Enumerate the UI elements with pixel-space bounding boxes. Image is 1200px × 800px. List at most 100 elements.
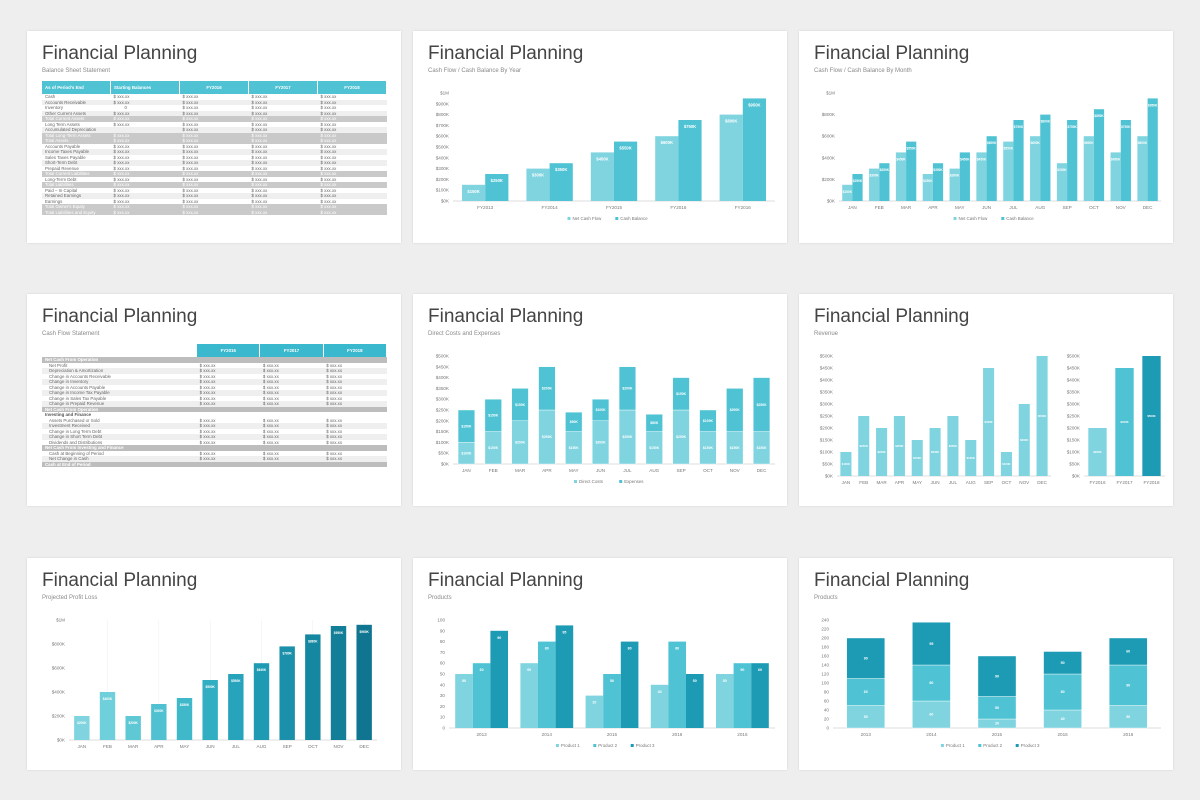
x-tick-label: MAY xyxy=(955,205,965,210)
slide-title: Financial Planning xyxy=(42,43,198,64)
bar-value-label: $100K xyxy=(596,408,607,412)
cell-value: $ xxx.xx xyxy=(196,456,260,462)
y-tick-label: $300K xyxy=(820,402,834,407)
cell-value: $ xxx.xx xyxy=(248,160,318,166)
y-tick-label: $300K xyxy=(436,166,450,171)
column-header: FY2018 xyxy=(323,344,388,357)
bar-value-label: $150K xyxy=(461,424,472,428)
x-tick-label: FEB xyxy=(875,205,884,210)
x-tick-label: DEC xyxy=(359,744,369,749)
bar-value-label: $400K xyxy=(103,697,113,701)
table-row: Long Term Assets $ xxx.xx $ xxx.xx $ xxx.xx… xyxy=(42,122,387,128)
slide-subtitle: Products xyxy=(814,595,838,601)
legend-swatch xyxy=(619,480,623,483)
x-tick-label: JUL xyxy=(1009,205,1018,210)
row-label: Total Current Liabilities xyxy=(42,171,111,177)
row-label: Total Liabilities and Equity xyxy=(42,209,111,215)
table-row: Total Owner's Equity $ xxx.xx $ xxx.xx $ xx… xyxy=(42,204,387,210)
y-tick-label: $500K xyxy=(1067,354,1081,359)
cell-value: $ xxx.xx xyxy=(323,390,387,396)
bar-value-label: 60 xyxy=(480,668,484,672)
cell-value: $ xxx.xx xyxy=(248,99,318,105)
row-label: Cash at Beginning of Period xyxy=(49,450,104,456)
y-tick-label: $200K xyxy=(820,426,834,431)
bar-segment xyxy=(511,388,529,422)
cell-value: $ xxx.xx xyxy=(323,379,387,385)
slide-subtitle: Revenue xyxy=(814,331,839,337)
cell-value: $ xxx.xx xyxy=(326,384,343,390)
bar-value-label: 60 xyxy=(929,713,933,717)
bar-value-label: 90 xyxy=(740,668,744,672)
slide-title: Financial Planning xyxy=(814,306,970,327)
bar xyxy=(279,646,295,740)
bar-value-label: 50 xyxy=(1061,661,1065,665)
table-row: Cash at Beginning of Period $ xxx.xx $ xxx… xyxy=(42,451,387,457)
row-label: Dividends and Distributions xyxy=(49,439,103,445)
y-tick-label: 10 xyxy=(440,715,446,720)
bar xyxy=(922,174,933,201)
x-tick-label: FY2014 xyxy=(542,205,559,210)
x-tick-label: SEP xyxy=(984,480,993,485)
cell-value: $ xxx.xx xyxy=(317,149,387,155)
x-tick-label: JUL xyxy=(623,468,632,473)
bar-segment xyxy=(1043,651,1082,675)
bar xyxy=(462,184,486,201)
bar-value-label: $150K xyxy=(676,392,687,396)
legend-label: Product 2 xyxy=(598,743,617,748)
row-label: Total Assets xyxy=(42,138,111,144)
row-label: Change in Prepaid Revenue xyxy=(42,401,197,407)
cell-value: $ xxx.xx xyxy=(199,395,216,401)
y-tick-label: $450K xyxy=(820,366,834,371)
x-tick-label: DEC xyxy=(1037,480,1047,485)
bar-segment xyxy=(753,377,771,432)
bar-value-label: $150K xyxy=(488,446,499,450)
y-tick-label: 30 xyxy=(440,693,446,698)
y-tick-label: $400K xyxy=(436,155,450,160)
column-header: FY2017 xyxy=(248,81,318,94)
bar-segment xyxy=(565,411,583,432)
cell-value: $ xxx.xx xyxy=(323,401,387,407)
bar-value-label: $600K xyxy=(661,140,673,145)
y-tick-label: $0K xyxy=(827,199,836,204)
cell-value: $ xxx.xx xyxy=(320,121,337,127)
cell-value: $ xxx.xx xyxy=(110,116,180,122)
table-row: Accumulated Depreciation $ xxx.xx $ xxx.xx… xyxy=(42,127,387,133)
bar-segment xyxy=(1108,637,1148,666)
bar-value-label: $800K xyxy=(1041,120,1051,124)
slide-subtitle: Cash Flow / Cash Balance By Year xyxy=(428,68,522,74)
legend-label: Direct Costs xyxy=(579,479,604,484)
bar-value-label: $850K xyxy=(1094,114,1104,118)
row-label: Inventory xyxy=(45,105,64,110)
cell-value: $ xxx.xx xyxy=(182,176,199,182)
bar-value-label: 50 xyxy=(723,679,727,683)
y-tick-label: $450K xyxy=(1067,366,1081,371)
y-tick-label: $800K xyxy=(822,112,836,117)
bar xyxy=(876,428,888,476)
legend-label: Product 3 xyxy=(1021,743,1040,748)
cell-value: $ xxx.xx xyxy=(199,450,216,456)
bar-value-label: $200K xyxy=(1093,450,1101,454)
y-tick-label: 0 xyxy=(826,726,829,731)
cell-value: $ xxx.xx xyxy=(179,209,249,215)
cell-value: $ xxx.xx xyxy=(262,362,279,368)
bar xyxy=(1003,141,1014,201)
y-tick-label: $200K xyxy=(436,177,450,182)
bar-value-label: $250K xyxy=(949,444,957,448)
bar-value-label: $350K xyxy=(555,167,567,172)
row-label: Change in Income Tax Payable xyxy=(42,390,197,396)
bar-value-label: $880K xyxy=(308,639,318,643)
y-tick-label: $0K xyxy=(825,474,834,479)
row-label: Total Liabilities xyxy=(42,182,111,188)
table-row: Change in Inventory $ xxx.xx $ xxx.xx $ xxx… xyxy=(42,379,387,385)
x-tick-label: 2014 xyxy=(926,732,937,737)
cell-value: $ xxx.xx xyxy=(262,428,279,434)
table-row: Net Cash From Investing and Finance xyxy=(42,445,387,451)
row-label: Net Profit xyxy=(49,362,68,368)
bar xyxy=(949,168,960,201)
cell-value: $ xxx.xx xyxy=(259,456,324,462)
cell-value: $ xxx.xx xyxy=(262,439,279,445)
row-label: Change in Sales Tax Payable xyxy=(49,395,107,401)
bar xyxy=(1142,356,1161,476)
bar xyxy=(932,163,944,201)
bar-value-label: $300K xyxy=(532,173,544,178)
